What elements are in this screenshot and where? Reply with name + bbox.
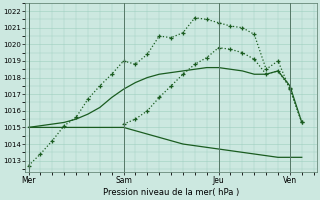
X-axis label: Pression niveau de la mer( hPa ): Pression niveau de la mer( hPa ) bbox=[103, 188, 239, 197]
